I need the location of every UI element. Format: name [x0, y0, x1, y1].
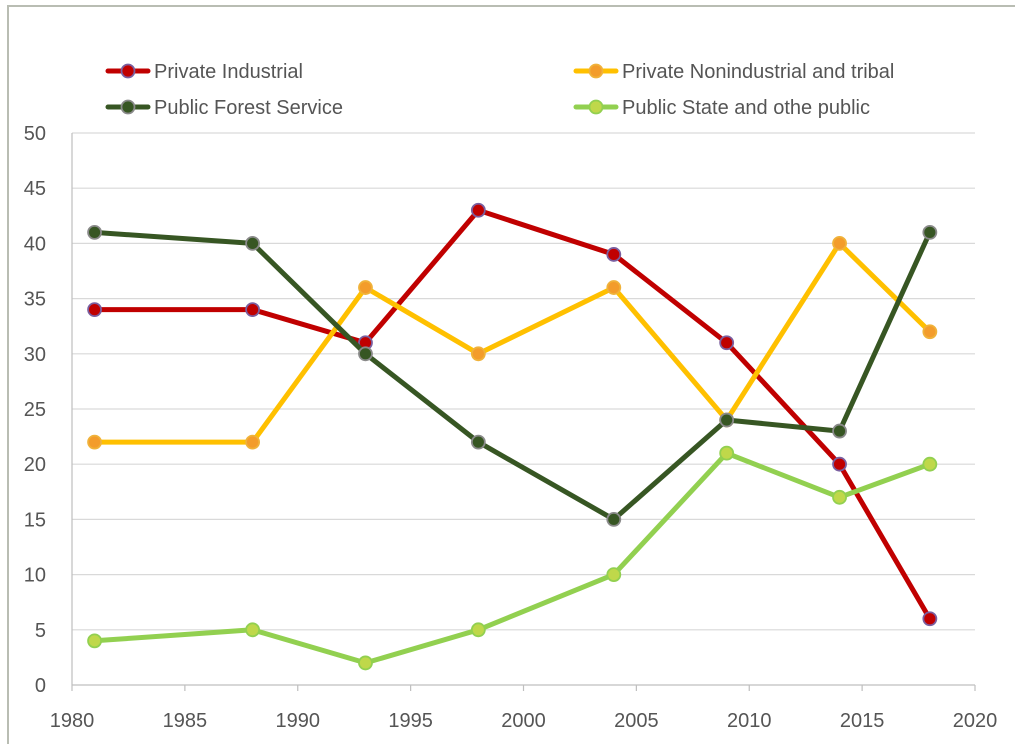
data-point: [358, 346, 373, 362]
data-point: [470, 434, 486, 450]
data-point: [358, 280, 373, 295]
data-point: [832, 456, 847, 472]
y-tick-label: 40: [24, 233, 46, 255]
x-tick-label: 2000: [501, 710, 546, 732]
data-point: [606, 512, 622, 527]
series-line: [92, 207, 933, 622]
data-point: [832, 423, 847, 439]
y-tick-label: 50: [24, 123, 46, 145]
y-tick-label: 0: [35, 675, 46, 697]
data-point: [87, 302, 102, 318]
data-point: [245, 622, 261, 638]
x-tick-label: 1995: [388, 710, 433, 732]
series-line: [92, 450, 933, 666]
data-point: [606, 280, 622, 295]
x-tick-label: 2005: [614, 710, 659, 732]
data-point: [245, 302, 261, 318]
x-tick-label: 2020: [953, 710, 998, 732]
data-point: [358, 655, 373, 671]
axes: [71, 133, 976, 691]
series-line: [92, 229, 933, 522]
data-point: [87, 224, 102, 240]
legend-label: Private Nonindustrial and tribal: [622, 61, 894, 83]
legend-label: Public State and othe public: [622, 97, 870, 119]
x-tick-label: 1985: [163, 710, 208, 732]
data-point: [719, 412, 735, 428]
x-tick-label: 2015: [840, 710, 885, 732]
data-point: [922, 324, 938, 340]
data-point: [719, 445, 735, 461]
data-point: [606, 247, 622, 262]
data-point: [832, 489, 847, 505]
data-point: [245, 235, 261, 251]
data-point: [470, 202, 486, 218]
legend-marker: [120, 63, 136, 79]
data-point: [719, 335, 735, 351]
legend-label: Public Forest Service: [154, 97, 343, 119]
legend-marker: [588, 63, 604, 79]
x-tick-label: 2010: [727, 710, 772, 732]
data-point: [606, 567, 622, 582]
data-point: [87, 434, 102, 450]
x-tick-label: 1990: [276, 710, 321, 732]
legend-marker: [588, 99, 604, 115]
data-point: [922, 611, 938, 627]
series-line: [92, 240, 933, 445]
y-tick-label: 45: [24, 178, 46, 200]
y-tick-label: 5: [35, 620, 46, 642]
data-point: [470, 346, 486, 362]
legend-label: Private Industrial: [154, 61, 303, 83]
data-point: [245, 434, 261, 450]
y-tick-label: 15: [24, 509, 46, 531]
x-tick-labels: 1980 1985 1990 1995 2000 2005 2010 2015 2020: [50, 710, 998, 732]
y-tick-label: 30: [24, 344, 46, 366]
data-point: [922, 456, 938, 472]
data-point: [470, 622, 486, 638]
data-point: [832, 235, 847, 251]
legend-marker: [120, 99, 136, 115]
y-tick-label: 25: [24, 399, 46, 421]
y-tick-label: 10: [24, 565, 46, 587]
data-point: [922, 224, 938, 240]
x-tick-label: 1980: [50, 710, 95, 732]
series-group: [87, 202, 938, 671]
y-tick-label: 35: [24, 289, 46, 311]
gridlines: [72, 132, 975, 631]
y-tick-labels: 0 5 10 15 20 25 30 35 40 45 50: [24, 123, 46, 697]
y-tick-label: 20: [24, 454, 46, 476]
chart-frame: [7, 5, 1015, 744]
legend: Private Industrial Private Nonindustrial …: [105, 61, 894, 119]
data-point: [87, 633, 102, 649]
